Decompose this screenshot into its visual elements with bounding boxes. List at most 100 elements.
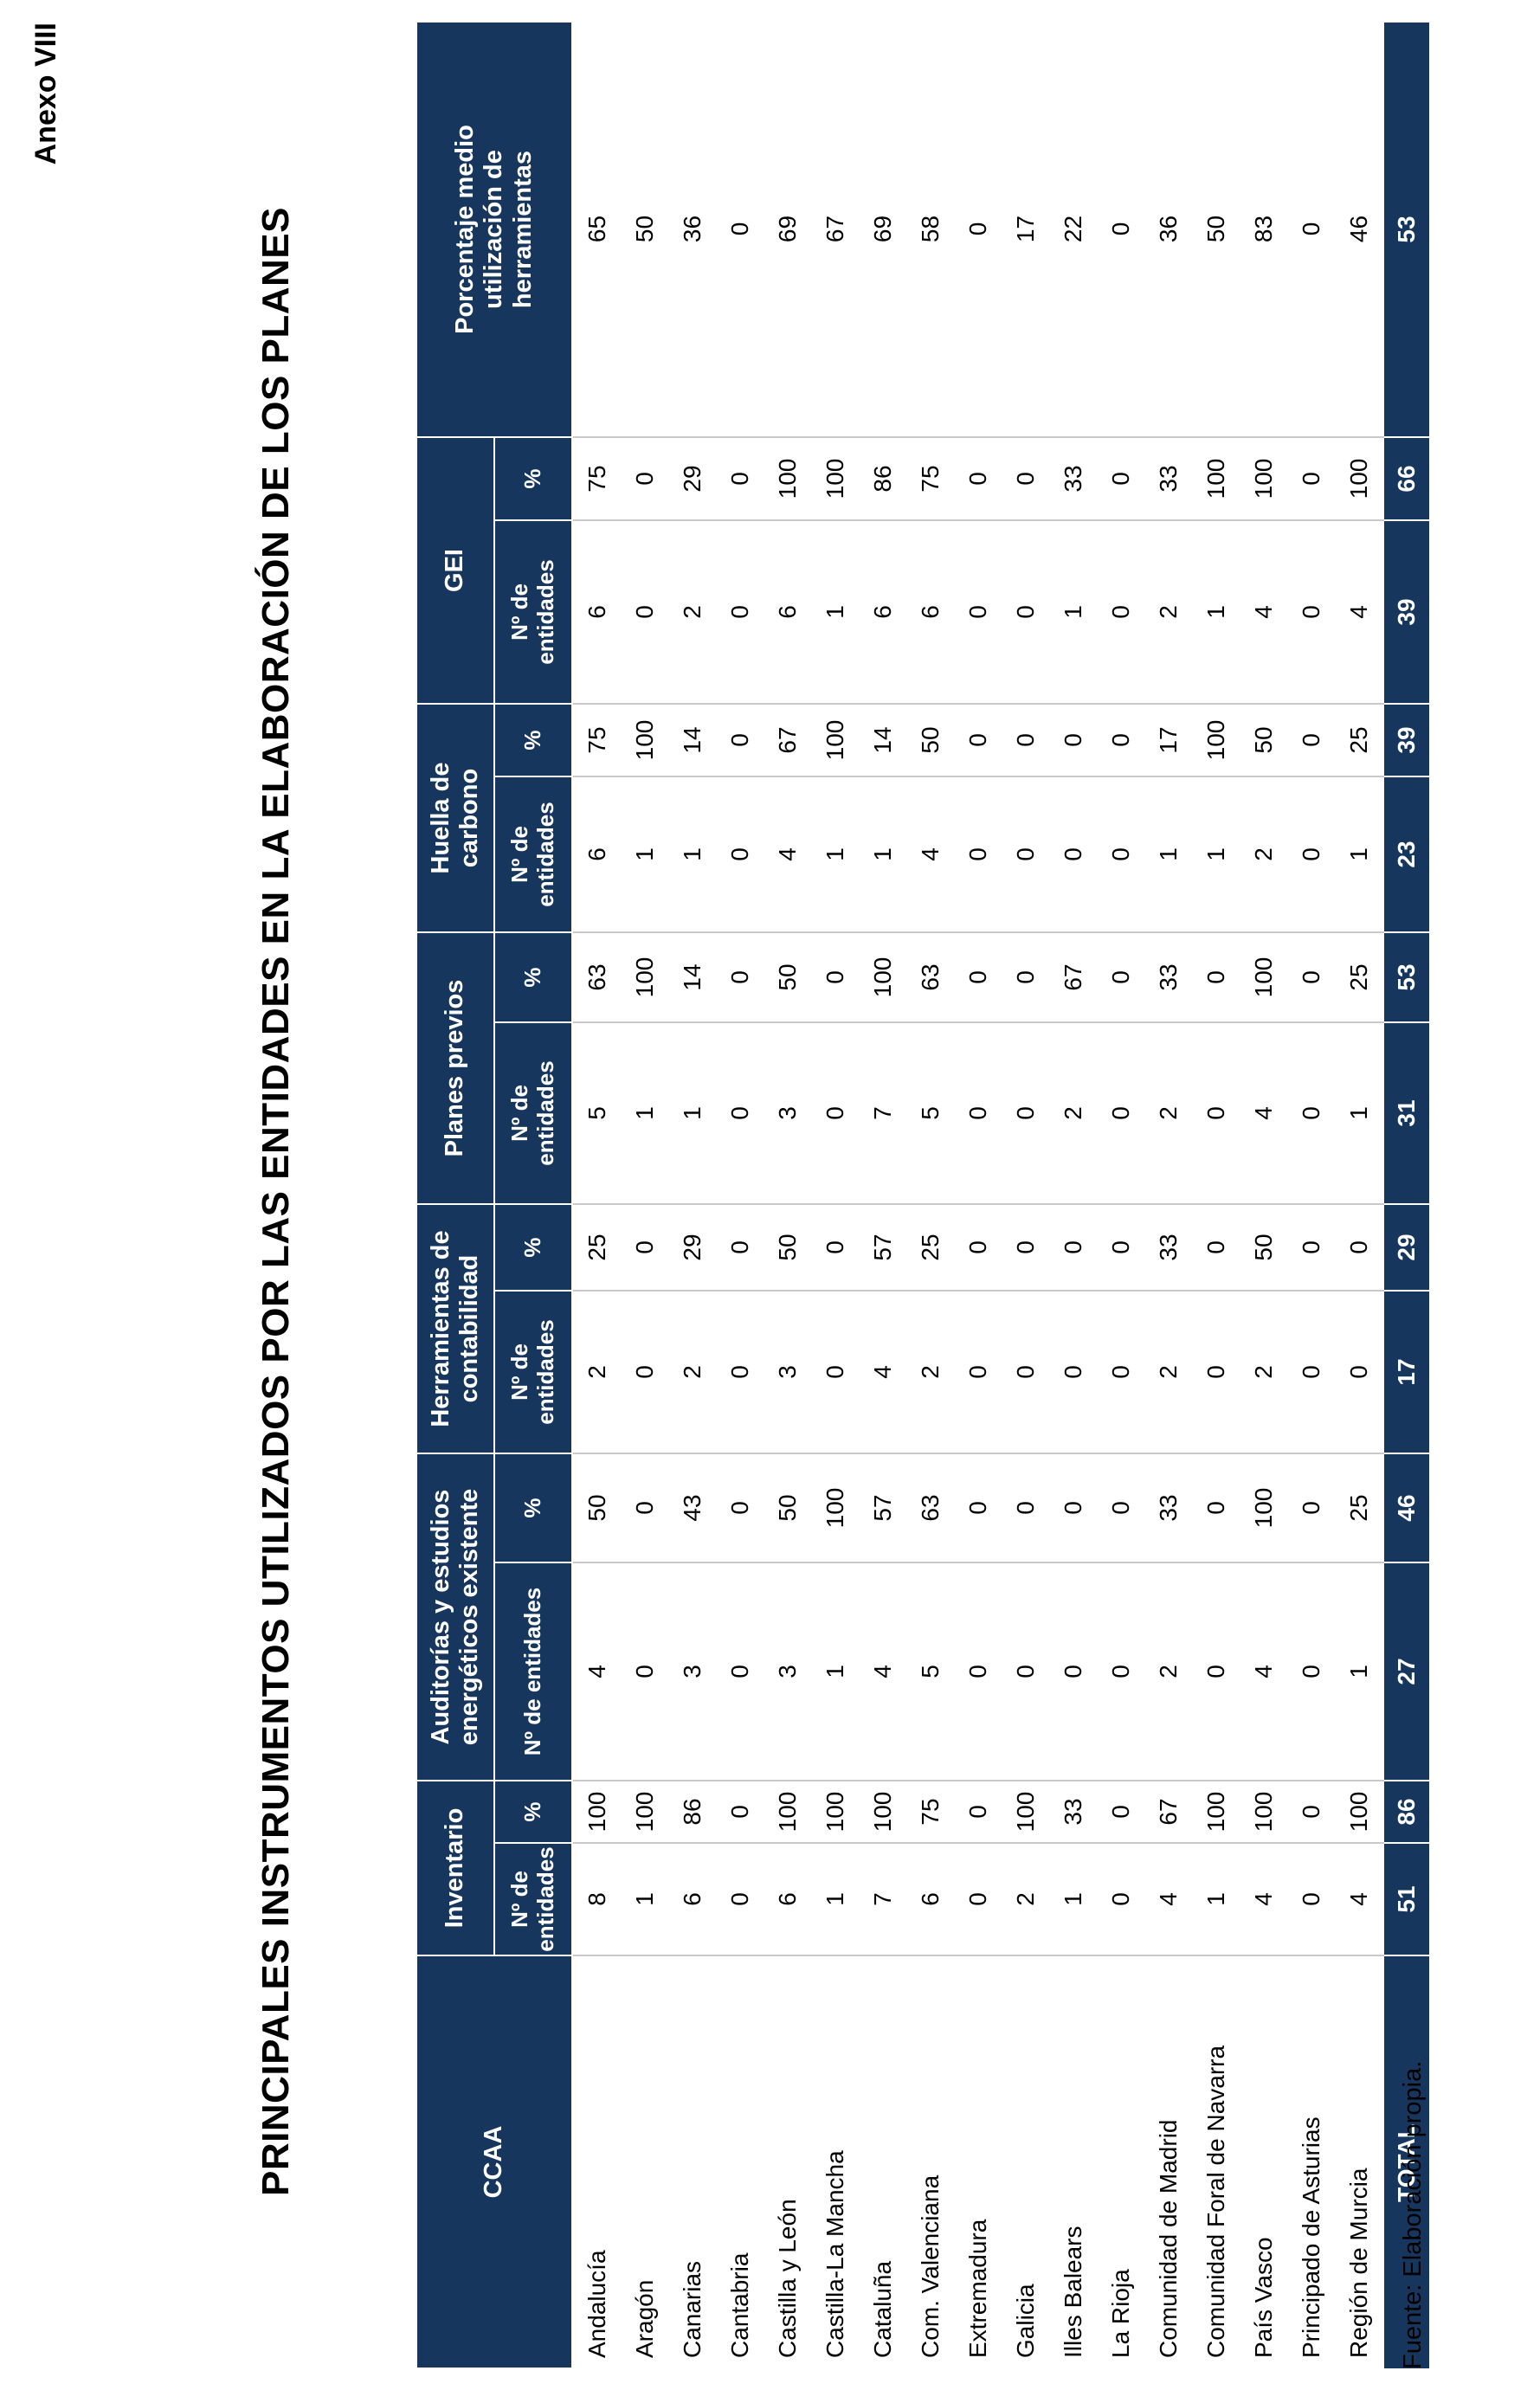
value-cell: 6 [668,1843,716,1955]
subheader-planes-n: Nº de entidades [494,1022,572,1204]
value-cell: 100 [764,1781,811,1843]
value-cell: 0 [954,22,1002,437]
value-cell: 0 [954,1453,1002,1562]
value-cell: 86 [859,437,906,520]
table-row: La Rioja 0 0 0 0 0 0 0 0 0 0 0 0 0 [1097,22,1144,2368]
value-cell: 2 [1144,1022,1192,1204]
value-cell: 100 [1240,1453,1287,1562]
table-row: Extremadura 0 0 0 0 0 0 0 0 0 0 0 0 0 [954,22,1002,2368]
subheader-inventario-n: Nº de entidades [494,1843,572,1955]
value-cell: 50 [764,932,811,1022]
value-cell: 2 [1144,520,1192,704]
table-row: Com. Valenciana 6 75 5 63 2 25 5 63 4 50 6 75 58 [906,22,954,2368]
value-cell: 0 [716,1781,764,1843]
value-cell: 0 [1002,520,1049,704]
table-row: Comunidad de Madrid 4 67 2 33 2 33 2 33 1 17 2 33 36 [1144,22,1192,2368]
value-cell: 0 [1287,932,1335,1022]
annex-label: Anexo VIII [29,23,62,165]
value-cell: 6 [764,520,811,704]
value-cell: 14 [668,704,716,776]
value-cell: 0 [716,704,764,776]
total-value-cell: 53 [1383,932,1430,1022]
value-cell: 29 [668,437,716,520]
value-cell: 7 [859,1843,906,1955]
ccaa-cell: Región de Murcia [1344,2168,1372,2358]
value-cell: 63 [906,932,954,1022]
value-cell: 100 [572,1781,621,1843]
value-cell: 0 [1192,1022,1240,1204]
value-cell: 0 [954,704,1002,776]
value-cell: 75 [572,437,621,520]
value-cell: 0 [1049,704,1097,776]
value-cell: 29 [668,1204,716,1291]
data-table: CCAA Inventario Auditorías y estudios en… [416,21,1431,2369]
header-planes-previos: Planes previos [416,932,494,1204]
value-cell: 2 [572,1291,621,1453]
value-cell: 0 [811,1291,859,1453]
value-cell: 50 [572,1453,621,1562]
header-inventario: Inventario [416,1781,494,1955]
value-cell: 2 [1002,1843,1049,1955]
value-cell: 0 [716,1022,764,1204]
ccaa-cell: Andalucía [583,2250,610,2358]
value-cell: 0 [1002,1291,1049,1453]
value-cell: 50 [906,704,954,776]
value-cell: 0 [716,1453,764,1562]
table-header: CCAA Inventario Auditorías y estudios en… [416,22,572,2368]
value-cell: 0 [1287,437,1335,520]
value-cell: 1 [1049,520,1097,704]
value-cell: 57 [859,1204,906,1291]
value-cell: 4 [1240,1562,1287,1781]
page-title: PRINCIPALES INSTRUMENTOS UTILIZADOS POR … [255,206,297,2197]
value-cell: 0 [954,1562,1002,1781]
value-cell: 0 [716,22,764,437]
value-cell: 100 [1240,1781,1287,1843]
value-cell: 4 [572,1562,621,1781]
total-value-cell: 39 [1383,520,1430,704]
value-cell: 0 [1002,776,1049,932]
value-cell: 0 [1192,1204,1240,1291]
value-cell: 67 [764,704,811,776]
value-cell: 100 [811,437,859,520]
value-cell: 0 [1192,932,1240,1022]
value-cell: 6 [572,776,621,932]
value-cell: 1 [1192,520,1240,704]
value-cell: 100 [621,1781,668,1843]
value-cell: 0 [1049,1562,1097,1781]
ccaa-cell: Castilla y León [773,2199,801,2358]
value-cell: 0 [1002,932,1049,1022]
header-gei: GEI [416,437,494,704]
value-cell: 3 [668,1562,716,1781]
value-cell: 100 [1192,437,1240,520]
value-cell: 25 [1335,704,1383,776]
value-cell: 0 [1097,704,1144,776]
value-cell: 0 [1287,1291,1335,1453]
value-cell: 0 [1097,1562,1144,1781]
value-cell: 33 [1144,1453,1192,1562]
value-cell: 0 [1002,1453,1049,1562]
value-cell: 1 [1335,1562,1383,1781]
value-cell: 100 [859,932,906,1022]
value-cell: 0 [1287,1453,1335,1562]
value-cell: 5 [572,1022,621,1204]
value-cell: 0 [621,1204,668,1291]
value-cell: 0 [1287,520,1335,704]
ccaa-cell: Castilla-La Mancha [821,2150,848,2358]
value-cell: 0 [1287,1204,1335,1291]
value-cell: 5 [906,1022,954,1204]
ccaa-cell: Aragón [630,2279,658,2358]
header-huella-carbono: Huella de carbono [416,704,494,932]
value-cell: 0 [1049,776,1097,932]
value-cell: 100 [811,1781,859,1843]
total-value-cell: 29 [1383,1204,1430,1291]
table-row: Cataluña 7 100 4 57 4 57 7 100 1 14 6 86 69 [859,22,906,2368]
value-cell: 6 [572,520,621,704]
value-cell: 36 [668,22,716,437]
value-cell: 100 [811,704,859,776]
value-cell: 1 [1335,1022,1383,1204]
value-cell: 69 [859,22,906,437]
value-cell: 0 [1002,1204,1049,1291]
value-cell: 58 [906,22,954,437]
value-cell: 0 [954,437,1002,520]
value-cell: 2 [1240,1291,1287,1453]
